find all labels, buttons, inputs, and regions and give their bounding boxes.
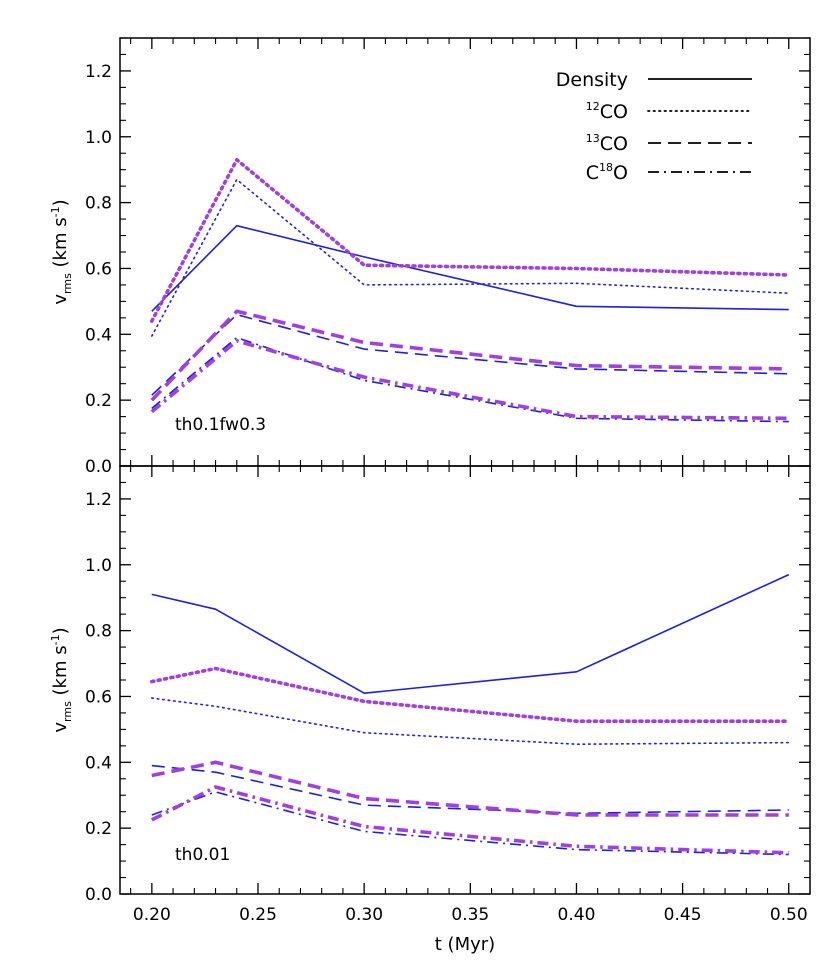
- y-tick-label: 0.8: [85, 622, 112, 642]
- legend-label-0: Density: [556, 69, 628, 91]
- bottom-panel: 0.0 0.2 0.4 0.6 0.8 1.0 1.2 0.20 0.25 0.30 0.35 0.4…: [49, 465, 811, 925]
- legend-label-1: 12CO: [586, 100, 628, 123]
- series-line-c18o-thin: [151, 336, 789, 423]
- y-tick-label: 0.2: [85, 819, 112, 839]
- legend: Density 12CO 13CO C18O: [556, 69, 753, 184]
- series-line-13co-thick: [150, 309, 789, 402]
- series-line-12co-thick: [150, 158, 791, 323]
- y-tick-label: 0.4: [85, 753, 112, 773]
- y-tick-label: 0.8: [85, 194, 112, 214]
- series-line-density-thin: [151, 573, 790, 695]
- x-tick-label: 0.45: [664, 905, 702, 925]
- y-tick-label: 1.0: [85, 128, 112, 148]
- x-tick-label: 0.50: [770, 905, 808, 925]
- series-line-13co-thick: [151, 760, 789, 817]
- y-tick-label: 0.4: [85, 325, 112, 345]
- legend-label-3: C18O: [586, 161, 628, 184]
- y-tick-label: 1.2: [85, 62, 112, 82]
- series-line-13co-thin: [151, 764, 789, 815]
- y-tick-label: 0.0: [85, 457, 112, 477]
- y-tick-label: 0.0: [85, 885, 112, 905]
- plot-frame: [119, 465, 811, 895]
- y-tick-label: 1.0: [85, 556, 112, 576]
- series-line-c18o-thick: [150, 785, 789, 855]
- x-tick-label: 0.30: [345, 905, 383, 925]
- plot-frame: [119, 37, 811, 467]
- series-line-12co-thin: [151, 178, 790, 337]
- top-panel: 0.0 0.2 0.4 0.6 0.8 1.0 1.2 vrms (km s-1) th0.1f…: [49, 37, 811, 477]
- x-tick-label: 0.35: [451, 905, 489, 925]
- y-tick-label: 1.2: [85, 490, 112, 510]
- legend-label-2: 13CO: [586, 132, 628, 155]
- y-tick-label: 0.2: [85, 391, 112, 411]
- y-tick-label: 0.6: [85, 259, 112, 279]
- y-tick-label: 0.6: [85, 687, 112, 707]
- series-line-c18o-thin: [151, 791, 789, 856]
- y-axis-title: vrms (km s-1): [49, 199, 74, 304]
- series-line-13co-thin: [151, 313, 789, 396]
- series-line-12co-thick: [150, 666, 791, 724]
- x-tick-label: 0.25: [239, 905, 277, 925]
- series-line-c18o-thick: [150, 339, 789, 421]
- x-tick-label: 0.40: [558, 905, 596, 925]
- x-tick-label: 0.20: [133, 905, 171, 925]
- panel-label: th0.1fw0.3: [175, 415, 266, 435]
- x-axis-title: t (Myr): [435, 934, 495, 955]
- y-axis-title: vrms (km s-1): [49, 627, 74, 732]
- series-line-12co-thin: [151, 697, 790, 746]
- series-line-density-thin: [151, 224, 789, 312]
- panel-label: th0.01: [175, 845, 230, 865]
